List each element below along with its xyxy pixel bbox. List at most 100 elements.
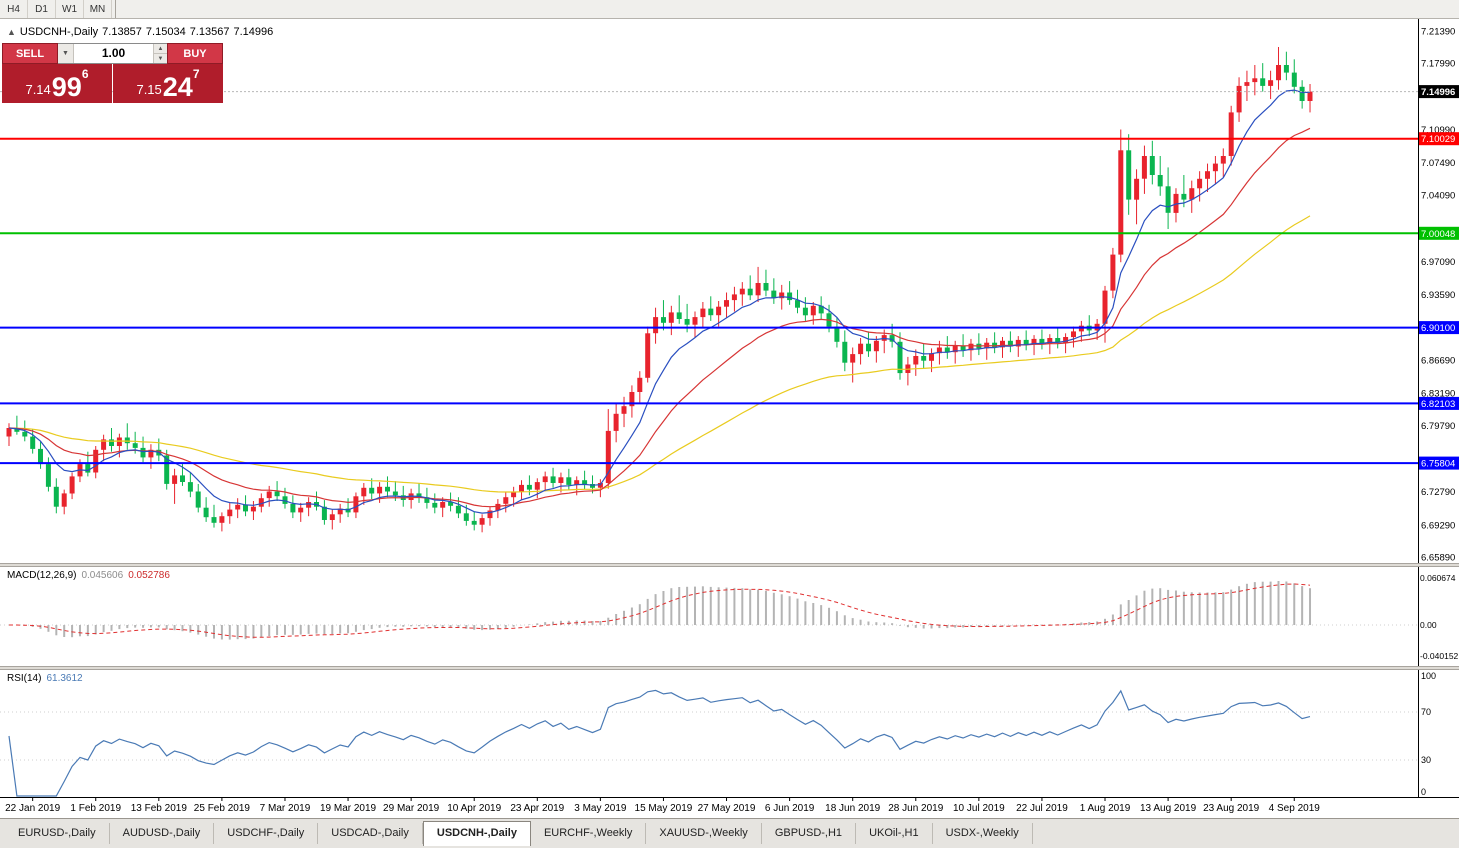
rsi-name: RSI(14) bbox=[7, 673, 42, 684]
y-axis-label: 6.86690 bbox=[1421, 355, 1455, 366]
panel-splitter-rsi[interactable] bbox=[0, 666, 1459, 670]
price-tag-level bbox=[1419, 396, 1459, 410]
y-axis-label: 6.79790 bbox=[1421, 421, 1455, 432]
ma-mid-line bbox=[8, 127, 1311, 508]
ohlc-high-value: 7.15034 bbox=[145, 26, 186, 38]
ma-fast-line bbox=[8, 89, 1311, 514]
price-tag-level bbox=[1419, 132, 1459, 146]
tab-usdchf-daily[interactable]: USDCHF-,Daily bbox=[214, 823, 319, 844]
x-axis-label: 1 Aug 2019 bbox=[1080, 803, 1131, 814]
x-axis-label: 27 May 2019 bbox=[698, 803, 756, 814]
ohlc-open-value: 7.13857 bbox=[102, 26, 142, 38]
tab-audusd-daily[interactable]: AUDUSD-,Daily bbox=[110, 823, 215, 844]
price-tag-level-text: 6.75804 bbox=[1421, 459, 1455, 470]
buy-price-point: 7 bbox=[192, 67, 200, 81]
one-click-trading-panel: SELL ▼ 1.00 ▲ ▼ BUY 7.14 99 6 7.15 24 7 bbox=[2, 43, 223, 103]
x-axis-label: 23 Aug 2019 bbox=[1203, 803, 1260, 814]
price-tag-current-text: 7.14996 bbox=[1421, 87, 1455, 98]
y-axis-label: 6.72790 bbox=[1421, 487, 1455, 498]
price-tag-level bbox=[1419, 456, 1459, 470]
timeframe-toolbar: H4 D1 W1 MN bbox=[0, 0, 1459, 19]
y-axis-label: 7.07490 bbox=[1421, 158, 1455, 169]
timeframe-w1-button[interactable]: W1 bbox=[56, 0, 84, 18]
macd-axis-label: -0.040152 bbox=[1420, 651, 1459, 661]
x-axis-label: 15 May 2019 bbox=[635, 803, 693, 814]
x-axis-label: 29 Mar 2019 bbox=[383, 803, 440, 814]
tab-eurusd-daily[interactable]: EURUSD-,Daily bbox=[5, 823, 110, 844]
ohlc-close-value: 7.14996 bbox=[233, 26, 274, 38]
x-axis-label: 28 Jun 2019 bbox=[888, 803, 943, 814]
y-axis-label: 7.21390 bbox=[1421, 27, 1455, 38]
buy-price-display[interactable]: 7.15 24 7 bbox=[113, 64, 223, 103]
ohlc-low-value: 7.13567 bbox=[189, 26, 230, 38]
one-click-collapse-icon[interactable]: ▲ bbox=[7, 27, 16, 37]
tab-xauusd-weekly[interactable]: XAUUSD-,Weekly bbox=[646, 823, 762, 844]
x-axis-label: 10 Jul 2019 bbox=[953, 803, 1005, 814]
volume-input[interactable]: 1.00 bbox=[101, 46, 126, 60]
volume-decrease-button[interactable]: ▼ bbox=[154, 54, 167, 63]
timeframe-h4-button[interactable]: H4 bbox=[0, 0, 28, 18]
sell-price-point: 6 bbox=[81, 67, 89, 81]
y-axis-label: 6.65890 bbox=[1421, 553, 1455, 564]
price-tag-level-text: 7.10029 bbox=[1421, 134, 1455, 145]
y-axis-label: 6.83190 bbox=[1421, 389, 1455, 400]
y-axis-label: 6.93590 bbox=[1421, 290, 1455, 301]
y-axis-label: 7.04090 bbox=[1421, 191, 1455, 202]
x-axis-label: 10 Apr 2019 bbox=[447, 803, 501, 814]
macd-histogram bbox=[15, 581, 1312, 640]
tab-gbpusd-h1[interactable]: GBPUSD-,H1 bbox=[762, 823, 857, 844]
x-axis-label: 13 Feb 2019 bbox=[131, 803, 188, 814]
macd-indicator-label: MACD(12,26,9) 0.045606 0.052786 bbox=[7, 570, 175, 581]
macd-name: MACD(12,26,9) bbox=[7, 570, 77, 581]
x-axis-label: 13 Aug 2019 bbox=[1140, 803, 1197, 814]
tab-usdcad-daily[interactable]: USDCAD-,Daily bbox=[318, 823, 423, 844]
volume-dropdown-icon[interactable]: ▼ bbox=[58, 44, 74, 63]
y-axis-label: 7.17990 bbox=[1421, 59, 1455, 70]
x-axis-label: 4 Sep 2019 bbox=[1269, 803, 1321, 814]
buy-price-prefix: 7.15 bbox=[136, 82, 162, 97]
price-tag-level-text: 7.00048 bbox=[1421, 229, 1455, 240]
panel-splitter-macd[interactable] bbox=[0, 563, 1459, 567]
sell-price-prefix: 7.14 bbox=[25, 82, 51, 97]
date-axis: 22 Jan 2019 1 Feb 2019 13 Feb 2019 25 Feb 2… bbox=[5, 797, 1321, 814]
macd-signal-line bbox=[9, 583, 1311, 638]
sell-price-pips: 99 bbox=[51, 72, 82, 102]
volume-field[interactable]: ▼ 1.00 ▲ ▼ bbox=[58, 43, 167, 64]
volume-stepper: ▲ ▼ bbox=[153, 44, 167, 63]
y-axis-label: 6.69290 bbox=[1421, 520, 1455, 531]
x-axis-label: 19 Mar 2019 bbox=[320, 803, 377, 814]
tab-eurchf-weekly[interactable]: EURCHF-,Weekly bbox=[531, 823, 647, 844]
y-axis-label: 6.97090 bbox=[1421, 257, 1455, 268]
sell-price-display[interactable]: 7.14 99 6 bbox=[2, 64, 112, 103]
sell-button[interactable]: SELL bbox=[2, 43, 58, 64]
tab-ukoil-h1[interactable]: UKOil-,H1 bbox=[856, 823, 933, 844]
tab-usdx-weekly[interactable]: USDX-,Weekly bbox=[933, 823, 1033, 844]
y-axis-label: 7.10990 bbox=[1421, 125, 1455, 136]
tab-usdcnh-daily[interactable]: USDCNH-,Daily bbox=[422, 821, 531, 846]
x-axis-label: 23 Apr 2019 bbox=[510, 803, 564, 814]
price-tag-level bbox=[1419, 321, 1459, 335]
chart-ohlc-title: ▲ USDCNH-,Daily 7.13857 7.15034 7.13567 7.149… bbox=[7, 26, 277, 38]
macd-main-value: 0.045606 bbox=[81, 570, 124, 581]
toolbar-separator bbox=[115, 0, 116, 18]
x-axis-label: 6 Jun 2019 bbox=[765, 803, 815, 814]
macd-axis-label: 0.00 bbox=[1420, 620, 1437, 630]
chart-symbol-label: USDCNH-,Daily bbox=[19, 26, 99, 38]
rsi-axis-label: 30 bbox=[1421, 755, 1431, 765]
candlestick-series[interactable] bbox=[6, 47, 1313, 533]
price-tag-level-text: 6.82103 bbox=[1421, 399, 1455, 410]
ma-slow-line bbox=[8, 215, 1311, 493]
rsi-axis-label: 70 bbox=[1421, 707, 1431, 717]
x-axis-label: 25 Feb 2019 bbox=[194, 803, 251, 814]
buy-price-pips: 24 bbox=[162, 72, 193, 102]
rsi-value: 61.3612 bbox=[46, 673, 83, 684]
timeframe-mn-button[interactable]: MN bbox=[84, 0, 112, 18]
rsi-axis-label: 0 bbox=[1421, 787, 1426, 797]
buy-button[interactable]: BUY bbox=[167, 43, 223, 64]
timeframe-d1-button[interactable]: D1 bbox=[28, 0, 56, 18]
x-axis-label: 7 Mar 2019 bbox=[260, 803, 311, 814]
price-tag-level bbox=[1419, 226, 1459, 240]
volume-increase-button[interactable]: ▲ bbox=[154, 44, 167, 54]
